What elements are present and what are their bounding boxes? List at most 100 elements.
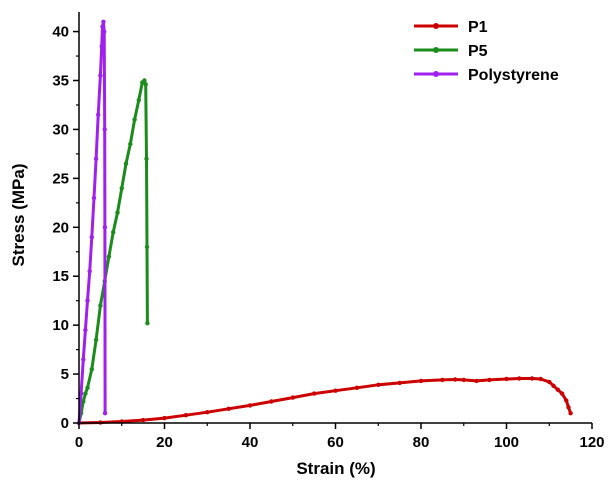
series-p5 <box>76 78 150 426</box>
data-point-p1 <box>504 376 509 382</box>
data-point-polystyrene <box>99 44 104 49</box>
data-point-polystyrene <box>87 269 92 274</box>
data-point-p5 <box>123 161 129 166</box>
legend-label: Polystyrene <box>468 67 559 84</box>
data-point-p5 <box>115 210 120 215</box>
data-point-polystyrene <box>102 127 107 132</box>
data-point-p1 <box>517 376 522 381</box>
data-point-p5 <box>142 78 147 83</box>
data-point-p1 <box>453 377 458 382</box>
series-layer <box>76 19 573 426</box>
data-point-polystyrene <box>96 112 101 118</box>
data-point-p1 <box>566 405 571 410</box>
data-point-p1 <box>354 385 360 390</box>
data-point-p5 <box>143 82 148 87</box>
data-point-p1 <box>333 388 338 393</box>
data-point-polystyrene <box>83 327 88 333</box>
data-point-p5 <box>83 391 88 396</box>
data-point-p5 <box>93 337 99 342</box>
x-tick-label: 120 <box>579 434 604 451</box>
y-tick-label: 15 <box>52 268 69 285</box>
data-point-p1 <box>205 410 210 415</box>
data-point-p5 <box>144 244 150 250</box>
data-point-p5 <box>136 97 141 103</box>
y-tick-label: 25 <box>52 170 69 187</box>
data-point-p1 <box>461 377 466 383</box>
data-point-polystyrene <box>89 234 95 240</box>
data-point-p1 <box>474 378 479 384</box>
data-point-p1 <box>247 403 253 408</box>
series-line-p5 <box>77 79 149 424</box>
series-line-polystyrene <box>77 20 107 424</box>
data-point-p1 <box>311 391 317 396</box>
data-point-p1 <box>140 417 146 423</box>
legend-label: P1 <box>468 19 488 36</box>
legend-marker <box>433 23 439 29</box>
y-tick-label: 40 <box>52 24 69 41</box>
data-point-p5 <box>128 141 133 147</box>
data-point-p1 <box>290 395 295 400</box>
series-line-p1 <box>78 377 573 425</box>
legend-item-p5: P5 <box>414 43 488 60</box>
data-point-p5 <box>119 185 125 191</box>
data-point-p1 <box>418 378 424 384</box>
legend: P1 P5 Polystyrene <box>414 19 559 84</box>
data-point-p1 <box>269 399 274 404</box>
x-tick-label: 40 <box>242 434 259 451</box>
legend-item-polystyrene: Polystyrene <box>414 67 559 84</box>
data-point-p1 <box>226 406 231 411</box>
data-point-p1 <box>538 376 543 382</box>
x-tick-label: 100 <box>494 434 519 451</box>
legend-marker <box>433 47 439 53</box>
x-tick-label: 0 <box>75 434 83 451</box>
data-point-p5 <box>98 303 103 308</box>
data-point-p5 <box>111 230 116 235</box>
data-point-p5 <box>81 399 86 404</box>
data-point-polystyrene <box>91 195 97 201</box>
y-tick-label: 20 <box>52 219 69 236</box>
data-point-polystyrene <box>100 24 105 29</box>
data-point-p1 <box>551 383 556 388</box>
legend-marker <box>433 71 439 77</box>
y-tick-label: 10 <box>52 317 69 334</box>
data-point-p5 <box>106 254 112 259</box>
data-point-polystyrene <box>93 156 99 161</box>
data-point-p1 <box>529 376 535 381</box>
data-point-p5 <box>144 156 149 161</box>
series-polystyrene <box>76 19 108 426</box>
axes-layer: 0 20 40 60 80 100 120 0 5 10 15 20 25 30 35 40 <box>52 12 605 451</box>
data-point-polystyrene <box>102 225 108 230</box>
y-axis-label: Stress (MPa) <box>9 164 28 267</box>
data-point-p1 <box>440 377 445 383</box>
data-point-p1 <box>162 415 167 421</box>
y-tick-label: 5 <box>61 366 69 383</box>
legend-label: P5 <box>468 43 488 60</box>
data-point-p1 <box>547 379 552 385</box>
x-tick-label: 20 <box>156 434 173 451</box>
data-point-polystyrene <box>102 29 107 34</box>
data-point-p1 <box>183 413 189 418</box>
legend-item-p1: P1 <box>414 19 488 36</box>
y-tick-label: 35 <box>52 73 69 90</box>
data-point-p5 <box>89 367 95 372</box>
data-point-p1 <box>376 382 381 387</box>
data-point-polystyrene <box>101 19 106 24</box>
data-point-polystyrene <box>85 298 90 303</box>
series-p1 <box>76 376 573 426</box>
data-point-polystyrene <box>98 73 103 78</box>
data-point-p1 <box>487 377 492 383</box>
data-point-p1 <box>564 398 569 403</box>
data-point-p5 <box>132 117 137 122</box>
data-point-p1 <box>568 411 573 416</box>
x-tick-label: 60 <box>327 434 344 451</box>
data-point-polystyrene <box>81 357 86 362</box>
data-point-p1 <box>397 380 402 386</box>
y-tick-label: 30 <box>52 121 69 138</box>
x-axis-label: Strain (%) <box>296 459 375 478</box>
data-point-p5 <box>85 385 90 390</box>
data-point-polystyrene <box>102 411 108 416</box>
data-point-p1 <box>555 387 560 392</box>
data-point-p5 <box>145 321 150 326</box>
